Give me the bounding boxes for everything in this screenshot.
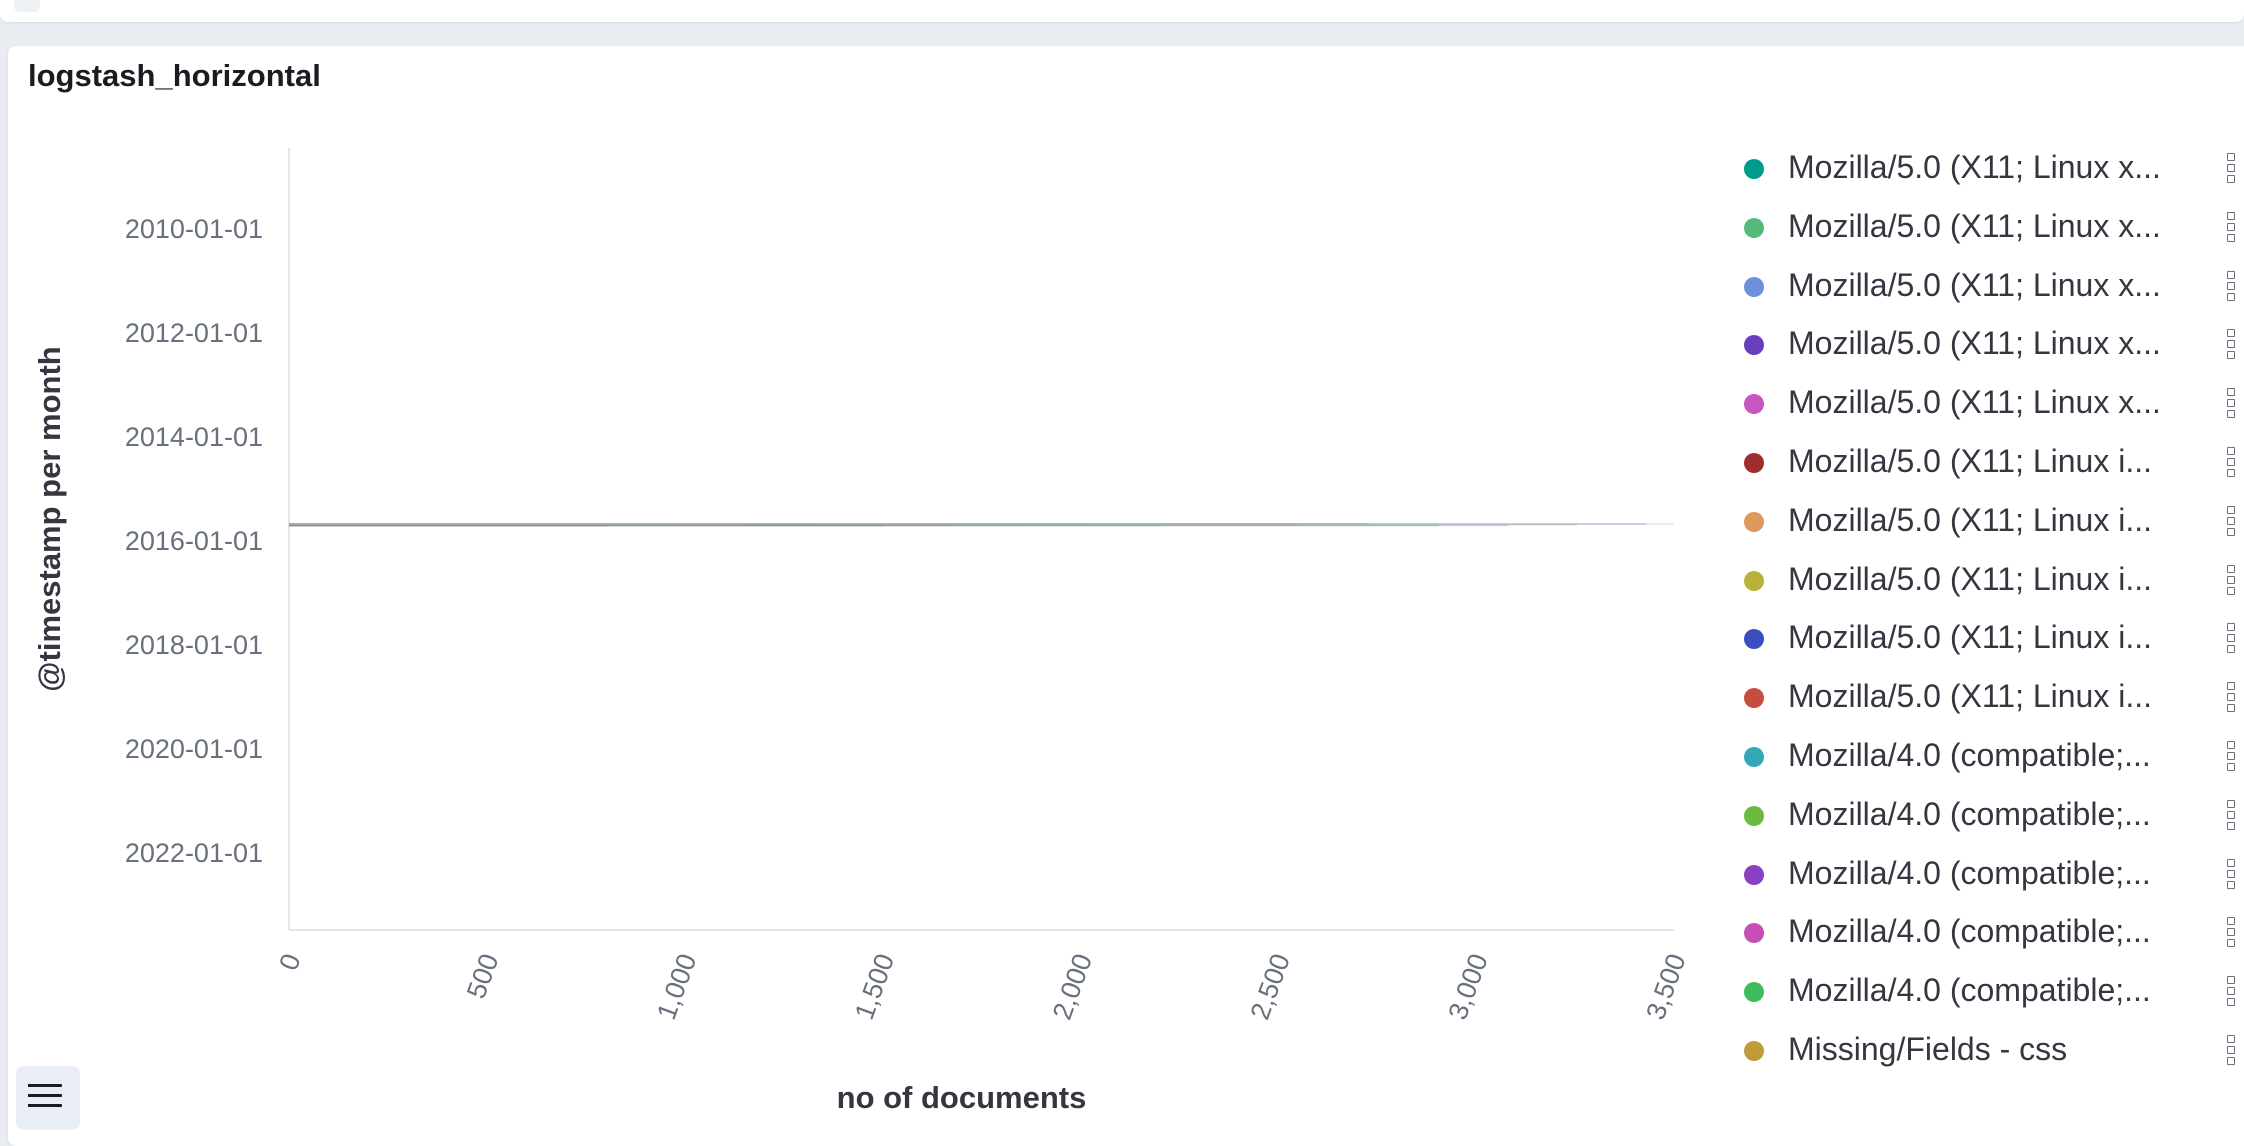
legend-color-dot [1744,570,1764,591]
legend-actions-icon[interactable] [2225,623,2239,657]
y-tick-label: 2010-01-01 [125,214,263,244]
legend-actions-icon[interactable] [2225,211,2239,246]
legend-label: Mozilla/5.0 (X11; Linux i... [1788,443,2153,479]
legend-toggle-button[interactable] [16,1066,80,1130]
legend-label: Mozilla/5.0 (X11; Linux x... [1788,384,2161,421]
y-axis-title: @timestamp per month [32,346,67,691]
x-tick-label: 0 [273,950,306,974]
legend-color-dot [1744,1041,1764,1061]
legend-label: Mozilla/5.0 (X11; Linux x... [1788,149,2161,185]
x-tick-label: 1,500 [849,950,900,1024]
legend-item[interactable]: Mozilla/5.0 (X11; Linux i... [1740,551,2240,609]
legend-color-dot [1744,335,1764,356]
legend-label: Mozilla/5.0 (X11; Linux x... [1788,207,2161,244]
legend-item[interactable]: Mozilla/4.0 (compatible;... [1740,845,2240,903]
x-tick-label: 2,500 [1245,950,1296,1024]
y-tick-label: 2020-01-01 [125,734,263,764]
legend-color-dot [1744,629,1764,650]
x-tick-label: 1,000 [651,950,702,1024]
legend-color-dot [1744,982,1764,1003]
panel-title: logstash_horizontal [28,58,321,93]
legend-label: Missing/Fields - css [1788,1031,2068,1067]
legend-color-dot [1744,805,1764,826]
legend-actions-icon[interactable] [2225,447,2239,481]
legend-item[interactable]: Missing/Fields - css [1740,1021,2240,1079]
legend-color-dot [1744,276,1764,297]
legend-actions-icon[interactable] [2225,505,2239,540]
legend-item[interactable]: Mozilla/5.0 (X11; Linux x... [1740,139,2240,197]
legend-actions-icon[interactable] [2225,270,2239,305]
x-tick-label: 3,500 [1640,950,1691,1024]
y-tick-label: 2014-01-01 [125,422,263,452]
legend-color-dot [1744,747,1764,767]
list-icon [28,1084,62,1087]
legend-item[interactable]: Mozilla/5.0 (X11; Linux i... [1740,668,2240,726]
legend-item[interactable]: Mozilla/4.0 (compatible;... [1740,962,2240,1020]
x-axis-title: no of documents [837,1080,1087,1115]
legend-color-dot [1744,864,1764,885]
legend-color-dot [1744,688,1764,709]
legend-label: Mozilla/4.0 (compatible;... [1788,795,2151,832]
visualization-panel [8,46,2244,1146]
x-tick-label: 2,000 [1047,950,1098,1024]
legend-actions-icon[interactable] [2225,1035,2239,1069]
legend-item[interactable]: Mozilla/5.0 (X11; Linux i... [1740,433,2240,491]
x-tick-label: 3,000 [1442,950,1493,1024]
x-tick-label: 500 [461,950,505,1003]
legend-actions-icon[interactable] [2225,741,2239,775]
legend-actions-icon[interactable] [2225,153,2239,187]
legend-item[interactable]: Mozilla/5.0 (X11; Linux x... [1740,315,2240,373]
legend-actions-icon[interactable] [2225,388,2239,422]
legend-color-dot [1744,217,1764,238]
y-tick-label: 2016-01-01 [125,526,263,556]
legend-item[interactable]: Mozilla/5.0 (X11; Linux i... [1740,492,2240,550]
legend-item[interactable]: Mozilla/5.0 (X11; Linux i... [1740,609,2240,667]
legend-label: Mozilla/5.0 (X11; Linux i... [1788,560,2153,597]
legend-label: Mozilla/4.0 (compatible;... [1788,913,2151,950]
list-icon-line [28,1094,62,1097]
legend-label: Mozilla/5.0 (X11; Linux i... [1788,678,2153,715]
legend-actions-icon[interactable] [2225,329,2239,363]
legend-item[interactable]: Mozilla/5.0 (X11; Linux x... [1740,257,2240,315]
legend-color-dot [1744,923,1764,944]
legend-label: Mozilla/5.0 (X11; Linux x... [1788,266,2161,303]
legend-item[interactable]: Mozilla/4.0 (compatible;... [1740,903,2240,961]
legend-color-dot [1744,453,1764,473]
legend-label: Mozilla/4.0 (compatible;... [1788,854,2151,891]
legend-label: Mozilla/4.0 (compatible;... [1788,972,2151,1009]
legend-actions-icon[interactable] [2225,682,2239,716]
legend-actions-icon[interactable] [2225,564,2239,599]
legend-label: Mozilla/5.0 (X11; Linux x... [1788,325,2161,362]
y-tick-label: 2022-01-01 [125,838,263,868]
chart-svg: 2010-01-01 2012-01-01 2014-01-01 2016-01-01… [32,148,1692,1115]
legend-label: Mozilla/5.0 (X11; Linux i... [1788,501,2153,538]
y-tick-label: 2012-01-01 [125,318,263,348]
legend-actions-icon[interactable] [2225,799,2239,834]
legend-color-dot [1744,511,1764,532]
previous-panel [0,0,2244,22]
legend-item[interactable]: Mozilla/4.0 (compatible;... [1740,727,2240,785]
legend-actions-icon[interactable] [2225,976,2239,1010]
y-tick-label: 2018-01-01 [125,630,263,660]
legend-actions-icon[interactable] [2225,858,2239,893]
legend-item[interactable]: Mozilla/4.0 (compatible;... [1740,786,2240,844]
legend-color-dot [1744,159,1764,179]
legend-label: Mozilla/4.0 (compatible;... [1788,737,2151,773]
previous-panel-control[interactable] [14,0,40,12]
legend-item[interactable]: Mozilla/5.0 (X11; Linux x... [1740,198,2240,256]
legend-label: Mozilla/5.0 (X11; Linux i... [1788,619,2153,656]
list-icon-line [28,1104,62,1107]
legend-actions-icon[interactable] [2225,917,2239,951]
legend-item[interactable]: Mozilla/5.0 (X11; Linux x... [1740,374,2240,432]
legend-color-dot [1744,394,1764,415]
